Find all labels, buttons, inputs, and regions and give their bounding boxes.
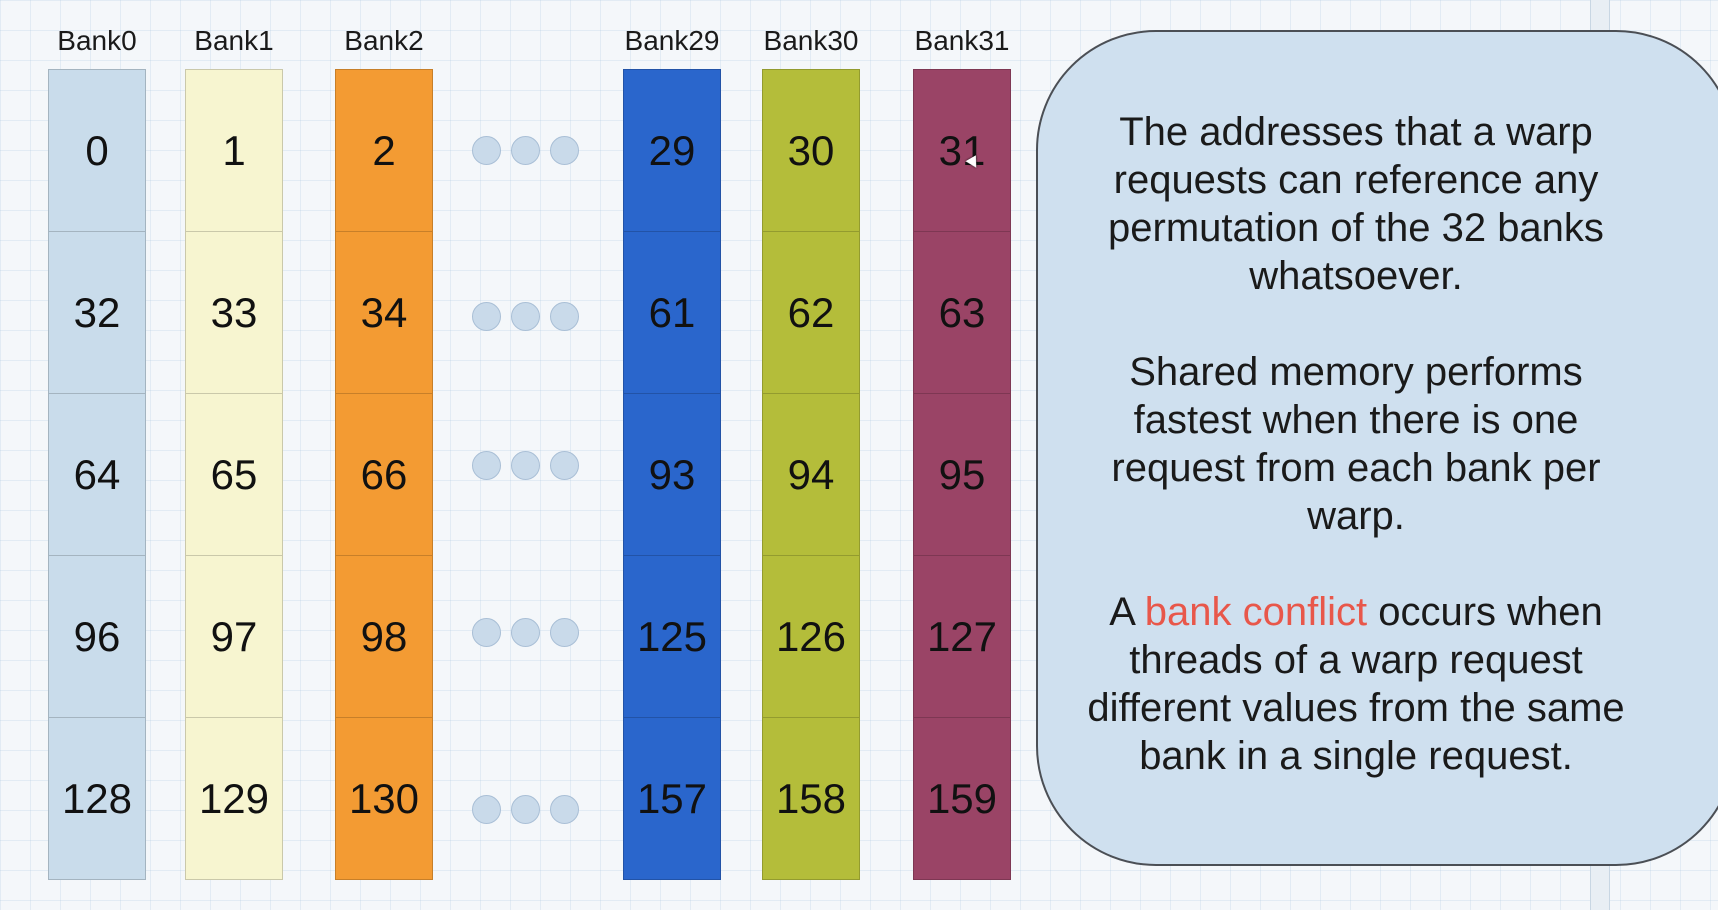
bank-cell: 127 bbox=[913, 555, 1011, 718]
ellipsis-dots-row-4 bbox=[472, 618, 579, 647]
callout-text: occurs when threads of a warp request di… bbox=[1087, 590, 1625, 778]
bank-cell: 95 bbox=[913, 393, 1011, 556]
bank-label: Bank2 bbox=[344, 25, 424, 56]
bank-label: Bank30 bbox=[763, 25, 859, 56]
ellipsis-dots-row-2 bbox=[472, 302, 579, 331]
bank-cell: 63 bbox=[913, 231, 1011, 394]
bank-column-30: Bank30 30 62 94 126 158 bbox=[762, 25, 860, 880]
bank-cell: 32 bbox=[48, 231, 146, 394]
bank-cell: 98 bbox=[335, 555, 433, 718]
bank-label: Bank29 bbox=[624, 25, 720, 56]
bank-cell: 126 bbox=[762, 555, 860, 718]
ellipsis-dot bbox=[550, 451, 579, 480]
bank-cell: 97 bbox=[185, 555, 283, 718]
bank-label: Bank31 bbox=[914, 25, 1010, 56]
bank-cell: 159 bbox=[913, 717, 1011, 880]
ellipsis-dots-row-5 bbox=[472, 795, 579, 824]
bank-cell: 129 bbox=[185, 717, 283, 880]
bank-column-1: Bank1 1 33 65 97 129 bbox=[185, 25, 283, 880]
bank-cell: 128 bbox=[48, 717, 146, 880]
bank-cell: 96 bbox=[48, 555, 146, 718]
ellipsis-dot bbox=[472, 618, 501, 647]
ellipsis-dots-row-1 bbox=[472, 136, 579, 165]
bank-cell: 0 bbox=[48, 69, 146, 232]
ellipsis-dot bbox=[472, 795, 501, 824]
bank-cell: 158 bbox=[762, 717, 860, 880]
bank-label: Bank1 bbox=[194, 25, 274, 56]
bank-cell: 2 bbox=[335, 69, 433, 232]
explanation-callout: The addresses that a warp requests can r… bbox=[1036, 30, 1718, 866]
bank-cell: 65 bbox=[185, 393, 283, 556]
ellipsis-dot bbox=[472, 302, 501, 331]
bank-cell: 64 bbox=[48, 393, 146, 556]
bank-column-29: Bank29 29 61 93 125 157 bbox=[623, 25, 721, 880]
ellipsis-dot bbox=[550, 795, 579, 824]
bank-label: Bank0 bbox=[57, 25, 137, 56]
bank-cell: 33 bbox=[185, 231, 283, 394]
bank-cell: 62 bbox=[762, 231, 860, 394]
callout-text: A bbox=[1109, 590, 1145, 634]
ellipsis-dot bbox=[472, 451, 501, 480]
bank-conflict-highlight: bank conflict bbox=[1144, 590, 1368, 634]
bank-cell: 125 bbox=[623, 555, 721, 718]
ellipsis-dot bbox=[511, 618, 540, 647]
ellipsis-dots-row-3 bbox=[472, 451, 579, 480]
callout-paragraph-3: A bank conflict occurs when threads of a… bbox=[1082, 588, 1630, 780]
bank-cell: 1 bbox=[185, 69, 283, 232]
bank-cell: 130 bbox=[335, 717, 433, 880]
ellipsis-dot bbox=[550, 618, 579, 647]
ellipsis-dot bbox=[511, 451, 540, 480]
bank-column-2: Bank2 2 34 66 98 130 bbox=[335, 25, 433, 880]
bank-cell: 93 bbox=[623, 393, 721, 556]
ellipsis-dot bbox=[550, 302, 579, 331]
bank-cell: 61 bbox=[623, 231, 721, 394]
callout-paragraph-2: Shared memory performs fastest when ther… bbox=[1111, 350, 1601, 538]
ellipsis-dot bbox=[511, 302, 540, 331]
ellipsis-dot bbox=[472, 136, 501, 165]
ellipsis-dot bbox=[550, 136, 579, 165]
bank-cell: 34 bbox=[335, 231, 433, 394]
ellipsis-dot bbox=[511, 795, 540, 824]
ellipsis-dot bbox=[511, 136, 540, 165]
bank-cell: 30 bbox=[762, 69, 860, 232]
bank-cell: 157 bbox=[623, 717, 721, 880]
bank-cell: 66 bbox=[335, 393, 433, 556]
callout-paragraph-1: The addresses that a warp requests can r… bbox=[1108, 110, 1604, 298]
bank-column-0: Bank0 0 32 64 96 128 bbox=[48, 25, 146, 880]
bank-cell: 31 bbox=[913, 69, 1011, 232]
bank-cell: 29 bbox=[623, 69, 721, 232]
bank-column-31: Bank31 31 63 95 127 159 bbox=[913, 25, 1011, 880]
bank-cell: 94 bbox=[762, 393, 860, 556]
